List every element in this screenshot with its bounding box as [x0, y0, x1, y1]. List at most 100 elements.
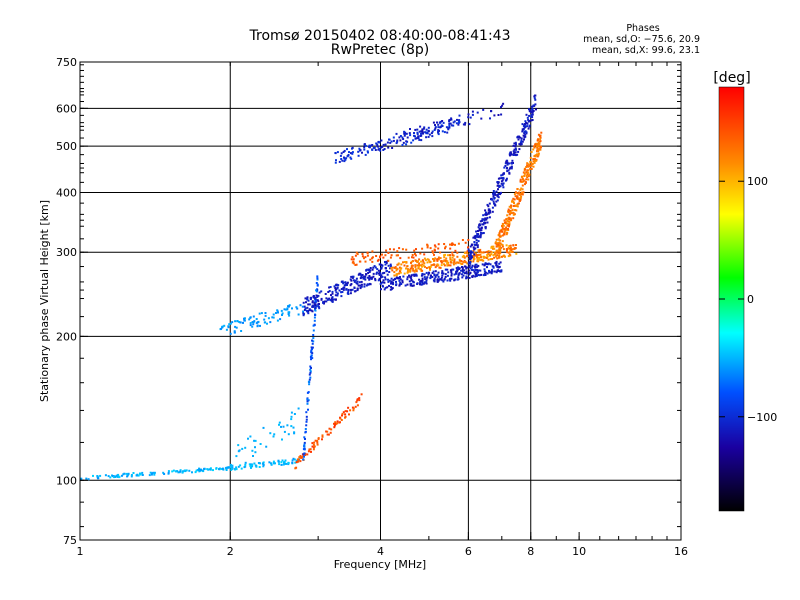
- data-point: [507, 247, 510, 250]
- data-point: [498, 232, 501, 235]
- data-point: [539, 140, 542, 143]
- data-point: [421, 279, 424, 282]
- data-point: [475, 241, 478, 244]
- data-point: [433, 273, 436, 276]
- data-point: [293, 458, 296, 461]
- data-point: [514, 153, 516, 156]
- data-point: [434, 245, 437, 248]
- data-point: [501, 184, 504, 187]
- data-point: [240, 330, 243, 332]
- data-point: [399, 271, 402, 274]
- data-point: [504, 165, 507, 167]
- data-point: [539, 148, 542, 151]
- data-point: [390, 280, 393, 283]
- data-point: [500, 243, 503, 246]
- data-point: [492, 266, 495, 269]
- data-point: [408, 269, 411, 272]
- data-point: [132, 472, 135, 474]
- data-point: [467, 116, 470, 119]
- data-point: [395, 274, 398, 277]
- data-point: [429, 261, 432, 264]
- data-point: [311, 300, 314, 303]
- data-point: [520, 139, 523, 142]
- data-point: [500, 229, 503, 232]
- data-point: [477, 230, 479, 232]
- data-point: [231, 321, 234, 324]
- data-point: [486, 221, 489, 224]
- data-point: [501, 240, 504, 243]
- data-point: [476, 246, 479, 249]
- data-point: [313, 319, 316, 322]
- data-point: [153, 471, 156, 474]
- data-point: [508, 220, 511, 223]
- data-point: [385, 262, 388, 265]
- data-point: [481, 263, 484, 266]
- data-point: [461, 276, 464, 279]
- data-point: [333, 426, 336, 429]
- data-point: [425, 136, 428, 139]
- data-point: [506, 220, 509, 223]
- data-point: [309, 371, 312, 374]
- data-point: [234, 325, 237, 328]
- data-point: [387, 146, 390, 149]
- data-point: [440, 260, 443, 263]
- data-point: [287, 313, 290, 315]
- data-point: [532, 160, 535, 163]
- data-point: [399, 135, 402, 137]
- data-point: [314, 306, 317, 309]
- data-point: [478, 223, 481, 226]
- data-point: [497, 243, 500, 246]
- data-point: [385, 249, 388, 252]
- data-point: [330, 297, 333, 300]
- data-point: [515, 209, 518, 212]
- data-point: [308, 378, 311, 381]
- data-point: [532, 165, 535, 168]
- data-point: [313, 301, 316, 304]
- data-point: [379, 263, 382, 266]
- data-point: [391, 266, 394, 269]
- data-point: [269, 432, 272, 435]
- data-point: [520, 143, 523, 146]
- data-point: [265, 445, 268, 448]
- data-point: [390, 140, 393, 143]
- data-point: [463, 261, 466, 264]
- data-point: [508, 218, 511, 220]
- data-point: [443, 264, 446, 267]
- data-point: [535, 159, 538, 162]
- data-point: [501, 173, 504, 176]
- data-point: [482, 108, 485, 111]
- data-point: [431, 130, 434, 133]
- data-point: [281, 459, 284, 462]
- data-point: [524, 130, 527, 133]
- data-point: [172, 469, 175, 472]
- data-point: [398, 266, 401, 269]
- data-point: [404, 261, 406, 263]
- data-point: [487, 258, 490, 261]
- data-point: [351, 256, 354, 259]
- data-point: [382, 279, 385, 282]
- data-point: [352, 275, 355, 278]
- data-point: [455, 271, 458, 274]
- chart-title: Tromsø 20150402 08:40:00-08:41:43: [249, 28, 511, 44]
- data-point: [510, 249, 513, 251]
- data-point: [437, 271, 440, 274]
- data-point: [321, 435, 324, 438]
- data-point: [450, 274, 453, 277]
- data-point: [334, 423, 337, 426]
- data-point: [426, 261, 429, 264]
- data-point: [384, 263, 387, 266]
- data-point: [153, 473, 156, 476]
- data-point: [272, 461, 275, 464]
- data-point: [297, 460, 300, 463]
- data-point: [399, 139, 402, 142]
- data-point: [486, 272, 489, 275]
- data-point: [501, 179, 504, 182]
- data-point: [327, 291, 330, 293]
- data-point: [477, 249, 480, 252]
- data-point: [418, 130, 421, 133]
- data-point: [276, 319, 279, 322]
- data-point: [419, 283, 421, 286]
- data-point: [365, 284, 368, 287]
- data-point: [317, 305, 320, 308]
- data-point: [491, 206, 494, 209]
